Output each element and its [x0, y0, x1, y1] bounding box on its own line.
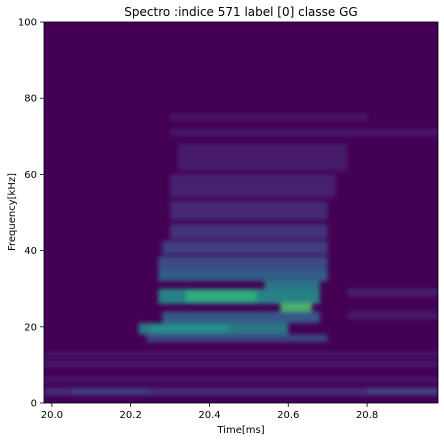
heatmap-cell [162, 241, 328, 255]
heatmap-cell [170, 128, 438, 137]
y-tick-label: 20 [24, 322, 37, 333]
heatmap-cell [44, 361, 438, 367]
heatmap-cell [367, 388, 438, 394]
heatmap-cell [158, 269, 328, 282]
heatmap-cell [170, 223, 328, 240]
y-tick-label: 0 [31, 399, 37, 410]
heatmap-cell [170, 174, 336, 198]
heatmap-cell [347, 288, 438, 297]
y-tick-label: 80 [24, 94, 37, 105]
x-tick-label: 20.6 [277, 410, 299, 421]
heatmap-cell [347, 311, 438, 320]
heatmap-cell [264, 281, 320, 289]
y-tick-label: 40 [24, 246, 37, 257]
x-tick-label: 20.8 [356, 410, 378, 421]
heatmap-cell [44, 351, 438, 358]
heatmap-cell [170, 113, 368, 122]
heatmap-cell [44, 387, 438, 396]
x-axis-label: Time[ms] [216, 425, 264, 436]
x-tick-label: 20.2 [120, 410, 142, 421]
x-tick-label: 20.4 [198, 410, 220, 421]
chart-title: Spectro :indice 571 label [0] classe GG [124, 5, 357, 19]
plot-frame [43, 21, 439, 404]
y-tick-label: 60 [24, 170, 37, 181]
heatmap-cell [280, 302, 312, 313]
heatmap-cell [158, 256, 328, 270]
y-axis: 0 20 40 60 80 100 [18, 18, 44, 410]
heatmap-layer [44, 113, 438, 396]
y-axis-label: Frequency[kHz] [7, 173, 18, 251]
x-axis: 20.0 20.2 20.4 20.6 20.8 [41, 403, 378, 421]
heatmap-cell [177, 143, 348, 171]
heatmap-cell [71, 389, 151, 394]
heatmap-cell [185, 290, 257, 303]
y-tick-label: 100 [18, 18, 37, 29]
heatmap-cell [170, 201, 328, 221]
heatmap-cell [44, 376, 438, 383]
x-tick-label: 20.0 [41, 410, 63, 421]
heatmap-cell [146, 334, 328, 343]
heatmap-cell [150, 324, 230, 333]
heatmap-cell [162, 311, 320, 323]
